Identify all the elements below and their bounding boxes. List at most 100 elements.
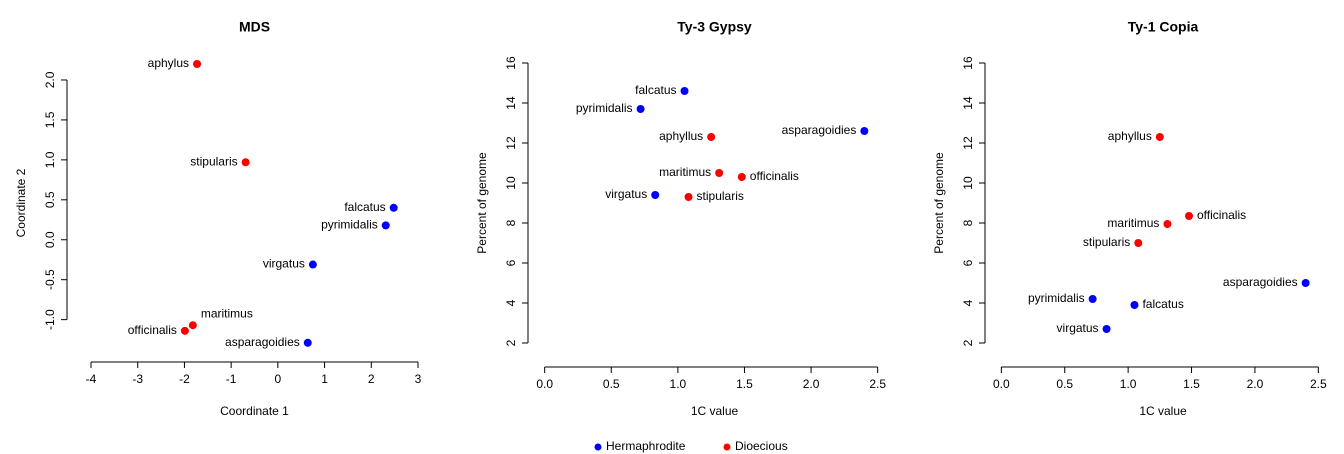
point-label: pyrimidalis	[321, 218, 378, 232]
x-axis-label: 1C value	[1139, 404, 1187, 418]
x-tick-label: -1	[226, 372, 237, 386]
point-label: maritimus	[201, 306, 253, 320]
legend-swatch	[723, 443, 731, 451]
y-tick-label: 4	[961, 299, 975, 306]
point	[180, 326, 189, 335]
x-tick-label: 1	[321, 372, 328, 386]
point-label: officinalis	[128, 323, 177, 337]
chart-title: Ty-3 Gypsy	[677, 19, 752, 35]
chart-title: MDS	[239, 19, 270, 35]
point	[1102, 325, 1111, 333]
point-label: pyrimidalis	[1028, 291, 1085, 305]
y-axis-label: Coordinate 2	[14, 168, 28, 237]
y-tick-label: 14	[961, 96, 975, 110]
point	[308, 260, 317, 269]
x-tick-label: -2	[179, 372, 190, 386]
point	[1134, 239, 1143, 247]
x-tick-label: 0.5	[1056, 377, 1073, 391]
point	[1130, 301, 1139, 309]
point	[860, 127, 869, 135]
point-label: asparagoidies	[225, 335, 300, 349]
point	[1088, 295, 1097, 303]
point-label: asparagoidies	[1223, 275, 1298, 289]
point	[715, 169, 724, 177]
x-tick-label: 1.0	[670, 377, 687, 391]
point-label: virgatus	[263, 257, 305, 271]
x-tick-label: 2.0	[1247, 377, 1264, 391]
point-label: stipularis	[1083, 235, 1130, 249]
point-label: falcatus	[635, 83, 676, 97]
x-tick-label: 2.5	[1310, 377, 1327, 391]
point-label: virgatus	[605, 187, 647, 201]
x-axis-label: 1C value	[691, 404, 739, 418]
point	[389, 203, 398, 212]
x-tick-label: 1.5	[1183, 377, 1200, 391]
point	[381, 221, 390, 230]
point-label: aphylus	[148, 56, 189, 70]
point	[1184, 212, 1193, 220]
point-label: falcatus	[1142, 297, 1183, 311]
y-tick-label: 10	[504, 176, 518, 190]
y-axis-label: Percent of genome	[932, 152, 946, 254]
x-tick-label: 0.0	[993, 377, 1010, 391]
x-tick-label: -3	[132, 372, 143, 386]
y-tick-label: 1.5	[43, 111, 57, 128]
point	[193, 59, 202, 68]
x-axis-label: Coordinate 1	[220, 404, 289, 418]
point-label: asparagoidies	[782, 123, 857, 137]
point	[188, 321, 197, 330]
y-tick-label: 12	[961, 136, 975, 150]
y-tick-label: 6	[504, 259, 518, 266]
y-tick-label: 2	[504, 339, 518, 346]
legend-label: Hermaphrodite	[606, 439, 686, 453]
point-label: maritimus	[1107, 216, 1159, 230]
point-label: falcatus	[344, 200, 385, 214]
point-label: pyrimidalis	[576, 101, 633, 115]
point-label: aphyllus	[1108, 129, 1152, 143]
y-tick-label: 2.0	[43, 71, 57, 88]
x-tick-label: 3	[415, 372, 422, 386]
y-tick-label: 12	[504, 136, 518, 150]
x-tick-label: -4	[86, 372, 97, 386]
x-tick-label: 0	[275, 372, 282, 386]
point-label: maritimus	[659, 165, 711, 179]
x-tick-label: 0.5	[603, 377, 620, 391]
y-tick-label: -0.5	[43, 269, 57, 290]
y-tick-label: 8	[961, 219, 975, 226]
point	[1163, 220, 1172, 228]
point	[707, 133, 716, 141]
y-axis-label: Percent of genome	[475, 152, 489, 254]
point	[684, 193, 693, 201]
x-tick-label: 0.0	[536, 377, 553, 391]
point-label: officinalis	[1197, 208, 1246, 222]
point	[303, 338, 312, 347]
x-tick-label: 2.5	[869, 377, 886, 391]
x-tick-label: 2.0	[803, 377, 820, 391]
y-tick-label: 16	[961, 56, 975, 70]
point	[1301, 279, 1310, 287]
x-tick-label: 1.5	[736, 377, 753, 391]
point	[680, 87, 689, 95]
y-tick-label: 2	[961, 339, 975, 346]
point	[636, 105, 645, 113]
point-label: officinalis	[750, 169, 799, 183]
y-tick-label: 1.0	[43, 151, 57, 168]
legend-swatch	[594, 443, 602, 451]
y-tick-label: 8	[504, 219, 518, 226]
point-label: aphyllus	[659, 129, 703, 143]
y-tick-label: 4	[504, 299, 518, 306]
point	[1155, 133, 1164, 141]
point	[651, 191, 660, 199]
x-tick-label: 1.0	[1120, 377, 1137, 391]
point	[737, 173, 746, 181]
y-tick-label: 0.5	[43, 191, 57, 208]
y-tick-label: -1.0	[43, 309, 57, 330]
x-tick-label: 2	[368, 372, 375, 386]
legend-label: Dioecious	[735, 439, 788, 453]
y-tick-label: 0.0	[43, 231, 57, 248]
chart-title: Ty-1 Copia	[1128, 19, 1199, 35]
y-tick-label: 16	[504, 56, 518, 70]
point	[241, 158, 250, 167]
y-tick-label: 14	[504, 96, 518, 110]
